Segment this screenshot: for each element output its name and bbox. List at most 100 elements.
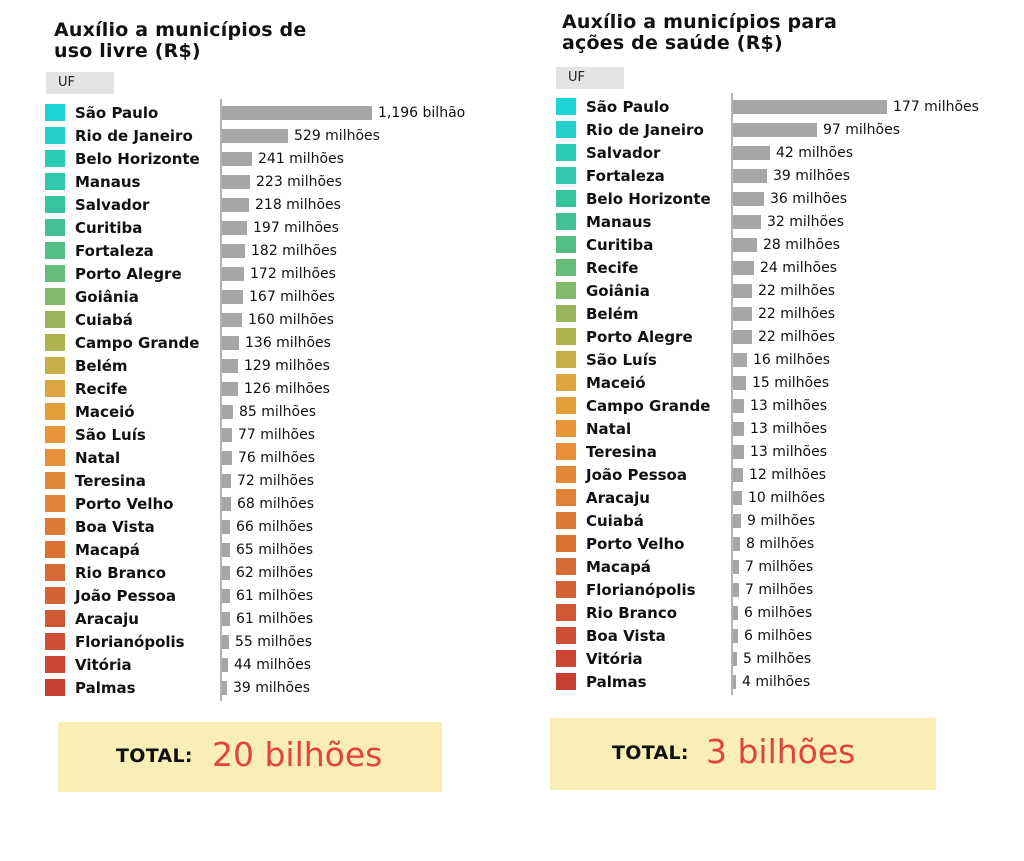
color-swatch bbox=[45, 219, 65, 236]
bar bbox=[733, 629, 738, 643]
bar bbox=[222, 313, 242, 327]
bar-row: Teresina 13 milhões bbox=[0, 441, 1024, 464]
value-label: 72 milhões bbox=[237, 473, 315, 489]
category-label: Florianópolis bbox=[75, 633, 185, 651]
value-label: 13 milhões bbox=[750, 444, 828, 460]
color-swatch bbox=[45, 495, 65, 512]
color-swatch bbox=[45, 610, 65, 627]
category-label: Belo Horizonte bbox=[75, 150, 200, 168]
value-label: 36 milhões bbox=[770, 191, 848, 207]
bar bbox=[733, 514, 741, 528]
bar bbox=[733, 675, 736, 689]
color-swatch bbox=[45, 449, 65, 466]
color-swatch bbox=[45, 104, 65, 121]
value-label: 65 milhões bbox=[236, 542, 314, 558]
color-swatch bbox=[45, 656, 65, 673]
value-label: 223 milhões bbox=[256, 174, 342, 190]
value-label: 32 milhões bbox=[767, 214, 845, 230]
color-swatch bbox=[556, 512, 576, 529]
category-label: Palmas bbox=[75, 679, 136, 697]
total-box: TOTAL: 20 bilhões bbox=[58, 722, 442, 792]
value-label: 7 milhões bbox=[745, 582, 814, 598]
category-label: Palmas bbox=[586, 673, 647, 691]
total-box: TOTAL: 3 bilhões bbox=[550, 718, 936, 790]
bar-row: Aracaju 10 milhões bbox=[0, 487, 1024, 510]
bar bbox=[222, 244, 245, 258]
bar bbox=[733, 100, 887, 114]
bar-row: Curitiba 28 milhões bbox=[0, 234, 1024, 257]
value-label: 13 milhões bbox=[750, 398, 828, 414]
color-swatch bbox=[45, 564, 65, 581]
bar bbox=[733, 422, 744, 436]
value-label: 22 milhões bbox=[758, 329, 836, 345]
value-label: 136 milhões bbox=[245, 335, 331, 351]
bar-row: Belo Horizonte 241 milhões bbox=[0, 148, 1024, 171]
category-label: Manaus bbox=[586, 213, 652, 231]
bar bbox=[733, 376, 746, 390]
color-swatch bbox=[556, 535, 576, 552]
value-label: 28 milhões bbox=[763, 237, 841, 253]
bar bbox=[733, 583, 739, 597]
category-label: João Pessoa bbox=[586, 466, 687, 484]
bar-row: Aracaju 61 milhões bbox=[0, 608, 1024, 631]
total-label: TOTAL: bbox=[116, 745, 193, 767]
bar bbox=[733, 560, 739, 574]
bar bbox=[222, 221, 247, 235]
color-swatch bbox=[45, 173, 65, 190]
bar-row: Recife 126 milhões bbox=[0, 378, 1024, 401]
category-label: Belém bbox=[586, 305, 639, 323]
bar-row: Porto Velho 68 milhões bbox=[0, 493, 1024, 516]
bar-row: Salvador 218 milhões bbox=[0, 194, 1024, 217]
bar-row: Belo Horizonte 36 milhões bbox=[0, 188, 1024, 211]
category-label: São Paulo bbox=[586, 98, 670, 116]
category-label: Belém bbox=[75, 357, 128, 375]
color-swatch bbox=[556, 282, 576, 299]
category-label: Goiânia bbox=[75, 288, 139, 306]
bar bbox=[222, 681, 227, 695]
bar bbox=[733, 146, 770, 160]
bar-row: Florianópolis 55 milhões bbox=[0, 631, 1024, 654]
value-label: 6 milhões bbox=[744, 605, 813, 621]
category-label: Maceió bbox=[75, 403, 135, 421]
category-label: Rio de Janeiro bbox=[75, 127, 193, 145]
bar-row: Teresina 72 milhões bbox=[0, 470, 1024, 493]
category-label: Porto Alegre bbox=[586, 328, 693, 346]
category-label: Fortaleza bbox=[586, 167, 665, 185]
category-label: Teresina bbox=[75, 472, 146, 490]
bar-row: Palmas 4 milhões bbox=[0, 671, 1024, 694]
color-swatch bbox=[556, 351, 576, 368]
bar-row: Palmas 39 milhões bbox=[0, 677, 1024, 700]
chart-title: Auxílio a municípios de uso livre (R$) bbox=[54, 19, 307, 62]
bar bbox=[733, 652, 737, 666]
value-label: 4 milhões bbox=[742, 674, 811, 690]
value-label: 76 milhões bbox=[238, 450, 316, 466]
value-label: 24 milhões bbox=[760, 260, 838, 276]
color-swatch bbox=[556, 604, 576, 621]
category-label: Fortaleza bbox=[75, 242, 154, 260]
bar-row: Cuiabá 160 milhões bbox=[0, 309, 1024, 332]
column-header-uf: UF bbox=[556, 67, 624, 89]
bar-row: Rio de Janeiro 529 milhões bbox=[0, 125, 1024, 148]
bar bbox=[733, 169, 767, 183]
category-label: Aracaju bbox=[586, 489, 650, 507]
bar bbox=[222, 543, 230, 557]
category-label: Campo Grande bbox=[586, 397, 711, 415]
chart-title: Auxílio a municípios para ações de saúde… bbox=[562, 11, 837, 54]
bar-row: Belém 129 milhões bbox=[0, 355, 1024, 378]
total-label: TOTAL: bbox=[612, 742, 689, 764]
value-label: 77 milhões bbox=[238, 427, 316, 443]
bar bbox=[222, 336, 239, 350]
bar bbox=[733, 445, 744, 459]
bar bbox=[222, 612, 230, 626]
category-label: Porto Velho bbox=[75, 495, 174, 513]
bar bbox=[222, 474, 231, 488]
value-label: 167 milhões bbox=[249, 289, 335, 305]
bar bbox=[222, 382, 238, 396]
bar-row: Porto Alegre 22 milhões bbox=[0, 326, 1024, 349]
bar bbox=[733, 284, 752, 298]
bar bbox=[222, 359, 238, 373]
bar bbox=[733, 123, 817, 137]
value-label: 160 milhões bbox=[248, 312, 334, 328]
color-swatch bbox=[556, 374, 576, 391]
value-label: 197 milhões bbox=[253, 220, 339, 236]
